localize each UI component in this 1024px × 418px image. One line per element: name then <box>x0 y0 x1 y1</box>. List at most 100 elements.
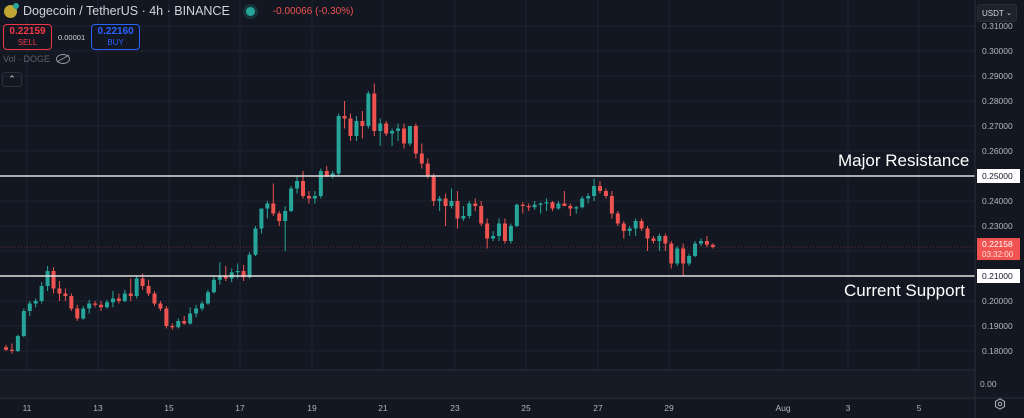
candle <box>603 191 608 196</box>
candle <box>271 203 276 214</box>
candle <box>360 121 365 126</box>
date-tick: 13 <box>93 403 103 413</box>
level-price-label <box>977 169 1020 183</box>
chart-grid <box>0 0 975 398</box>
candle <box>205 292 210 304</box>
price-tick: 0.28000 <box>982 96 1013 106</box>
horizontal-levels[interactable] <box>0 175 975 277</box>
sell-price: 0.22159 <box>9 25 46 37</box>
candle <box>627 228 632 231</box>
candle <box>479 206 484 224</box>
price-tick: 0.19000 <box>982 321 1013 331</box>
price-tick: 0.24000 <box>982 196 1013 206</box>
candle <box>633 221 638 229</box>
candle <box>241 271 246 278</box>
eye-hidden-icon[interactable] <box>56 54 71 64</box>
date-tick: 27 <box>593 403 603 413</box>
candle <box>194 308 199 314</box>
currency-label: USDT <box>982 8 1004 18</box>
candle <box>336 116 341 174</box>
candle <box>259 208 264 229</box>
last-price-label <box>977 238 1020 261</box>
dogecoin-icon <box>4 2 19 18</box>
candle <box>592 186 597 196</box>
candle <box>235 271 240 273</box>
candle <box>81 308 86 319</box>
chart-settings-gear-icon[interactable] <box>994 398 1006 410</box>
candle <box>574 207 579 209</box>
date-tick: 5 <box>917 403 922 413</box>
candle <box>295 181 300 189</box>
candle <box>188 313 193 324</box>
candle <box>122 293 127 301</box>
price-tick: 0.30000 <box>982 46 1013 56</box>
candle <box>134 278 139 296</box>
trade-buttons: 0.22159 SELL 0.00001 0.22160 BUY <box>3 24 141 50</box>
candle <box>354 121 359 136</box>
candle <box>598 186 602 191</box>
candle <box>45 271 50 286</box>
volume-pane <box>0 370 975 400</box>
candle <box>651 238 656 241</box>
candle <box>449 201 454 206</box>
candle <box>211 279 216 293</box>
volume-indicator-legend[interactable]: Vol · DOGE <box>3 54 71 64</box>
candle <box>158 303 163 309</box>
price-axis[interactable]: 0.31000 0.30000 0.29000 0.28000 0.27000 0.260… <box>982 21 1013 356</box>
candle <box>110 298 115 303</box>
candle <box>330 173 335 176</box>
candle <box>621 223 626 231</box>
candle <box>342 116 347 119</box>
candle <box>75 308 80 319</box>
currency-selector[interactable]: USDT ⌄ <box>977 4 1017 22</box>
candle <box>176 321 181 328</box>
volume-label: Vol · DOGE <box>3 54 51 64</box>
candle <box>348 118 353 136</box>
date-tick: 19 <box>307 403 317 413</box>
candle <box>401 128 406 144</box>
candle <box>93 303 98 305</box>
candle <box>27 303 32 311</box>
candle <box>497 223 502 236</box>
sell-button[interactable]: 0.22159 SELL <box>3 24 52 50</box>
candle <box>645 228 650 239</box>
buy-price: 0.22160 <box>97 25 134 37</box>
candle <box>544 202 549 204</box>
candle <box>437 198 442 201</box>
candle <box>63 293 68 296</box>
candle <box>508 226 513 241</box>
market-status-icon <box>245 6 255 16</box>
candle <box>51 271 56 289</box>
price-change: -0.00066 (-0.30%) <box>272 5 354 17</box>
candle <box>384 123 389 134</box>
candle <box>396 128 401 131</box>
candle <box>140 278 145 286</box>
candle <box>390 131 395 134</box>
candle <box>556 203 561 209</box>
symbol-title[interactable]: Dogecoin / TetherUS · 4h · BINANCE <box>23 4 230 18</box>
candle <box>431 176 436 201</box>
candle <box>639 221 644 229</box>
date-tick: 15 <box>164 403 174 413</box>
candle <box>164 308 169 326</box>
candle <box>538 203 543 205</box>
candle <box>609 196 614 214</box>
candle <box>170 326 175 328</box>
candle <box>265 203 270 209</box>
candle <box>502 223 507 241</box>
support-annotation[interactable]: Current Support <box>844 281 965 300</box>
time-axis[interactable]: 11 13 15 17 19 21 23 25 27 29 Aug 3 5 <box>23 403 922 413</box>
resistance-annotation[interactable]: Major Resistance <box>838 151 970 170</box>
candle <box>663 236 668 244</box>
buy-label: BUY <box>107 37 124 47</box>
price-tick: 0.23000 <box>982 221 1013 231</box>
buy-button[interactable]: 0.22160 BUY <box>91 24 141 50</box>
svg-text:0.21000: 0.21000 <box>982 271 1013 281</box>
candle <box>312 196 317 199</box>
candle <box>99 304 104 308</box>
candle <box>657 236 662 241</box>
collapse-legend-button[interactable]: ⌃ <box>2 72 22 87</box>
chevron-up-icon: ⌃ <box>8 74 16 84</box>
